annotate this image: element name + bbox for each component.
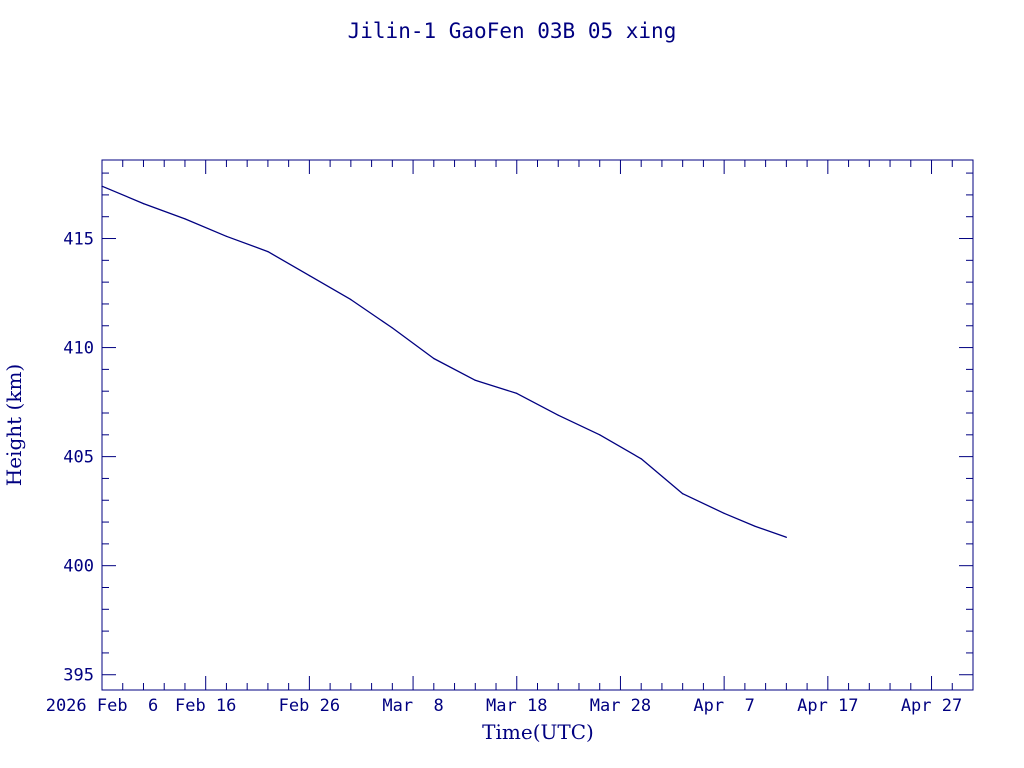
- x-tick-label: Mar 28: [590, 696, 651, 716]
- height-data-point: [433, 357, 435, 360]
- height-data-point: [225, 235, 228, 237]
- height-data-point: [350, 298, 352, 301]
- height-data-point: [308, 274, 310, 277]
- height-series-line: [101, 185, 787, 538]
- height-data-point: [754, 525, 756, 528]
- height-data-point: [682, 493, 684, 495]
- height-data-point: [640, 458, 642, 460]
- height-data-point: [101, 185, 103, 187]
- x-tick-label: Mar 18: [486, 696, 547, 716]
- x-tick-label: Feb 16: [175, 696, 236, 716]
- y-axis-label: Height (km): [2, 364, 26, 486]
- y-axis-ticks: [102, 172, 973, 676]
- height-data-point: [723, 512, 725, 514]
- x-axis-ticks: [101, 160, 974, 690]
- plot-frame: [101, 159, 974, 691]
- y-tick-label: 400: [63, 557, 94, 577]
- y-tick-label: 410: [63, 339, 94, 359]
- height-data-point: [785, 536, 787, 538]
- x-tick-label: Apr 7: [693, 696, 754, 716]
- chart-title: Jilin-1 GaoFen 03B 05 xing: [348, 19, 677, 43]
- height-data-point: [557, 414, 559, 416]
- height-data-point: [184, 218, 186, 220]
- x-axis-tick-labels: 2026 Feb 6 Feb 16 Feb 26 Mar 8 Mar 18 Mar 28 A…: [46, 696, 963, 716]
- height-data-point: [516, 392, 518, 394]
- x-tick-label: Apr 27: [901, 696, 962, 716]
- height-data-point: [599, 434, 601, 436]
- x-tick-label: Feb 26: [279, 696, 340, 716]
- height-data-point: [391, 327, 393, 329]
- height-data-point: [474, 379, 476, 381]
- height-data-point: [142, 203, 145, 205]
- x-axis-label: Time(UTC): [482, 720, 594, 744]
- plot-area: 395 400 405 410 415 2026 Feb 6 Feb 16 Feb 26 Ma…: [46, 159, 974, 716]
- y-tick-label: 405: [63, 448, 94, 468]
- y-tick-label: 415: [63, 230, 94, 250]
- x-tick-label: Mar 8: [382, 696, 443, 716]
- y-axis-tick-labels: 395 400 405 410 415: [63, 230, 94, 686]
- x-tick-label: Apr 17: [797, 696, 858, 716]
- y-tick-label: 395: [63, 666, 94, 686]
- height-data-point: [267, 251, 269, 253]
- x-tick-label: 2026 Feb 6: [46, 696, 159, 716]
- series-layer: [101, 185, 787, 538]
